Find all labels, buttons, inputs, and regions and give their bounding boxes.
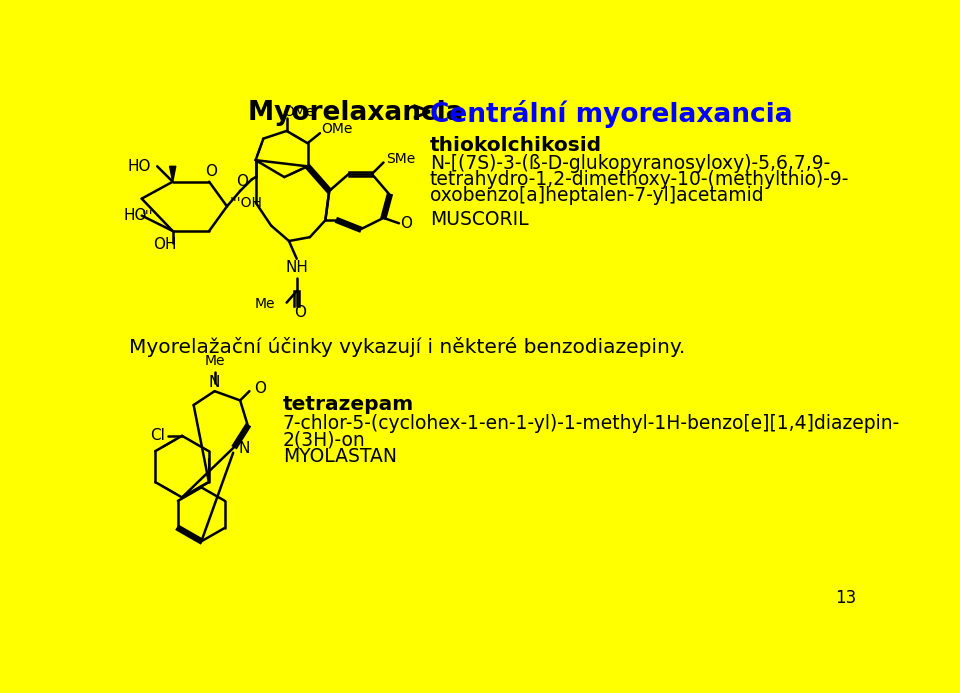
Text: OMe: OMe bbox=[322, 123, 353, 137]
Polygon shape bbox=[170, 166, 176, 182]
Text: NH: NH bbox=[285, 261, 308, 275]
Text: Me: Me bbox=[254, 297, 275, 311]
Text: O: O bbox=[204, 164, 217, 179]
Text: N-[(7S)-3-(ß-D-glukopyranosyloxy)-5,6,7,9-: N-[(7S)-3-(ß-D-glukopyranosyloxy)-5,6,7,… bbox=[430, 154, 830, 173]
Text: N: N bbox=[239, 441, 250, 455]
Text: 13: 13 bbox=[835, 589, 856, 607]
Text: O: O bbox=[295, 305, 306, 320]
Text: MUSCORIL: MUSCORIL bbox=[430, 210, 529, 229]
Text: tetrazepam: tetrazepam bbox=[283, 395, 414, 414]
Text: HO: HO bbox=[124, 208, 148, 223]
Text: O: O bbox=[400, 216, 413, 231]
Text: SMe: SMe bbox=[386, 152, 415, 166]
Text: tetrahydro-1,2-dimethoxy-10-(methylthio)-9-: tetrahydro-1,2-dimethoxy-10-(methylthio)… bbox=[430, 170, 850, 189]
Text: Myorelaxancia: Myorelaxancia bbox=[248, 100, 472, 126]
Text: Myorelažační účinky vykazují i některé benzodiazepiny.: Myorelažační účinky vykazují i některé b… bbox=[130, 337, 685, 358]
Text: ''': ''' bbox=[142, 209, 154, 222]
Text: 2(3H)-on: 2(3H)-on bbox=[283, 430, 366, 450]
Text: thiokolchikosid: thiokolchikosid bbox=[430, 136, 602, 155]
Text: >: > bbox=[411, 100, 442, 126]
Text: oxobenzo[a]heptalen-7-yl]acetamid: oxobenzo[a]heptalen-7-yl]acetamid bbox=[430, 186, 763, 205]
Text: OMe: OMe bbox=[283, 105, 314, 119]
Text: HO: HO bbox=[128, 159, 152, 174]
Text: OH: OH bbox=[154, 238, 177, 252]
Text: Centrální myorelaxancia: Centrální myorelaxancia bbox=[430, 100, 793, 128]
Text: 7-chlor-5-(cyclohex-1-en-1-yl)-1-methyl-1H-benzo[e][1,4]diazepin-: 7-chlor-5-(cyclohex-1-en-1-yl)-1-methyl-… bbox=[283, 414, 900, 433]
Text: '''OH: '''OH bbox=[230, 195, 263, 209]
Text: N: N bbox=[209, 375, 220, 389]
Text: O: O bbox=[236, 174, 249, 189]
Text: Cl: Cl bbox=[150, 428, 165, 444]
Text: O: O bbox=[254, 381, 266, 396]
Text: Me: Me bbox=[204, 354, 225, 368]
Text: MYOLASTAN: MYOLASTAN bbox=[283, 446, 396, 466]
